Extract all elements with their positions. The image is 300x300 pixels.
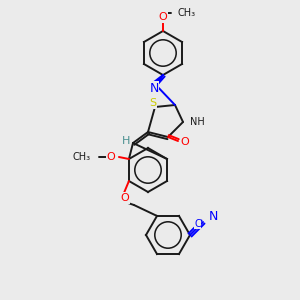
Text: H: H [122,136,130,146]
Text: N: N [209,209,218,223]
Text: NH: NH [190,117,205,127]
Text: CH₃: CH₃ [177,8,195,18]
Text: N: N [149,82,159,94]
Text: O: O [106,152,115,162]
Text: S: S [149,98,157,108]
Text: O: O [121,193,129,203]
Text: CH₃: CH₃ [73,152,91,162]
Text: O: O [181,137,189,147]
Text: C: C [194,219,201,229]
Text: O: O [159,12,167,22]
